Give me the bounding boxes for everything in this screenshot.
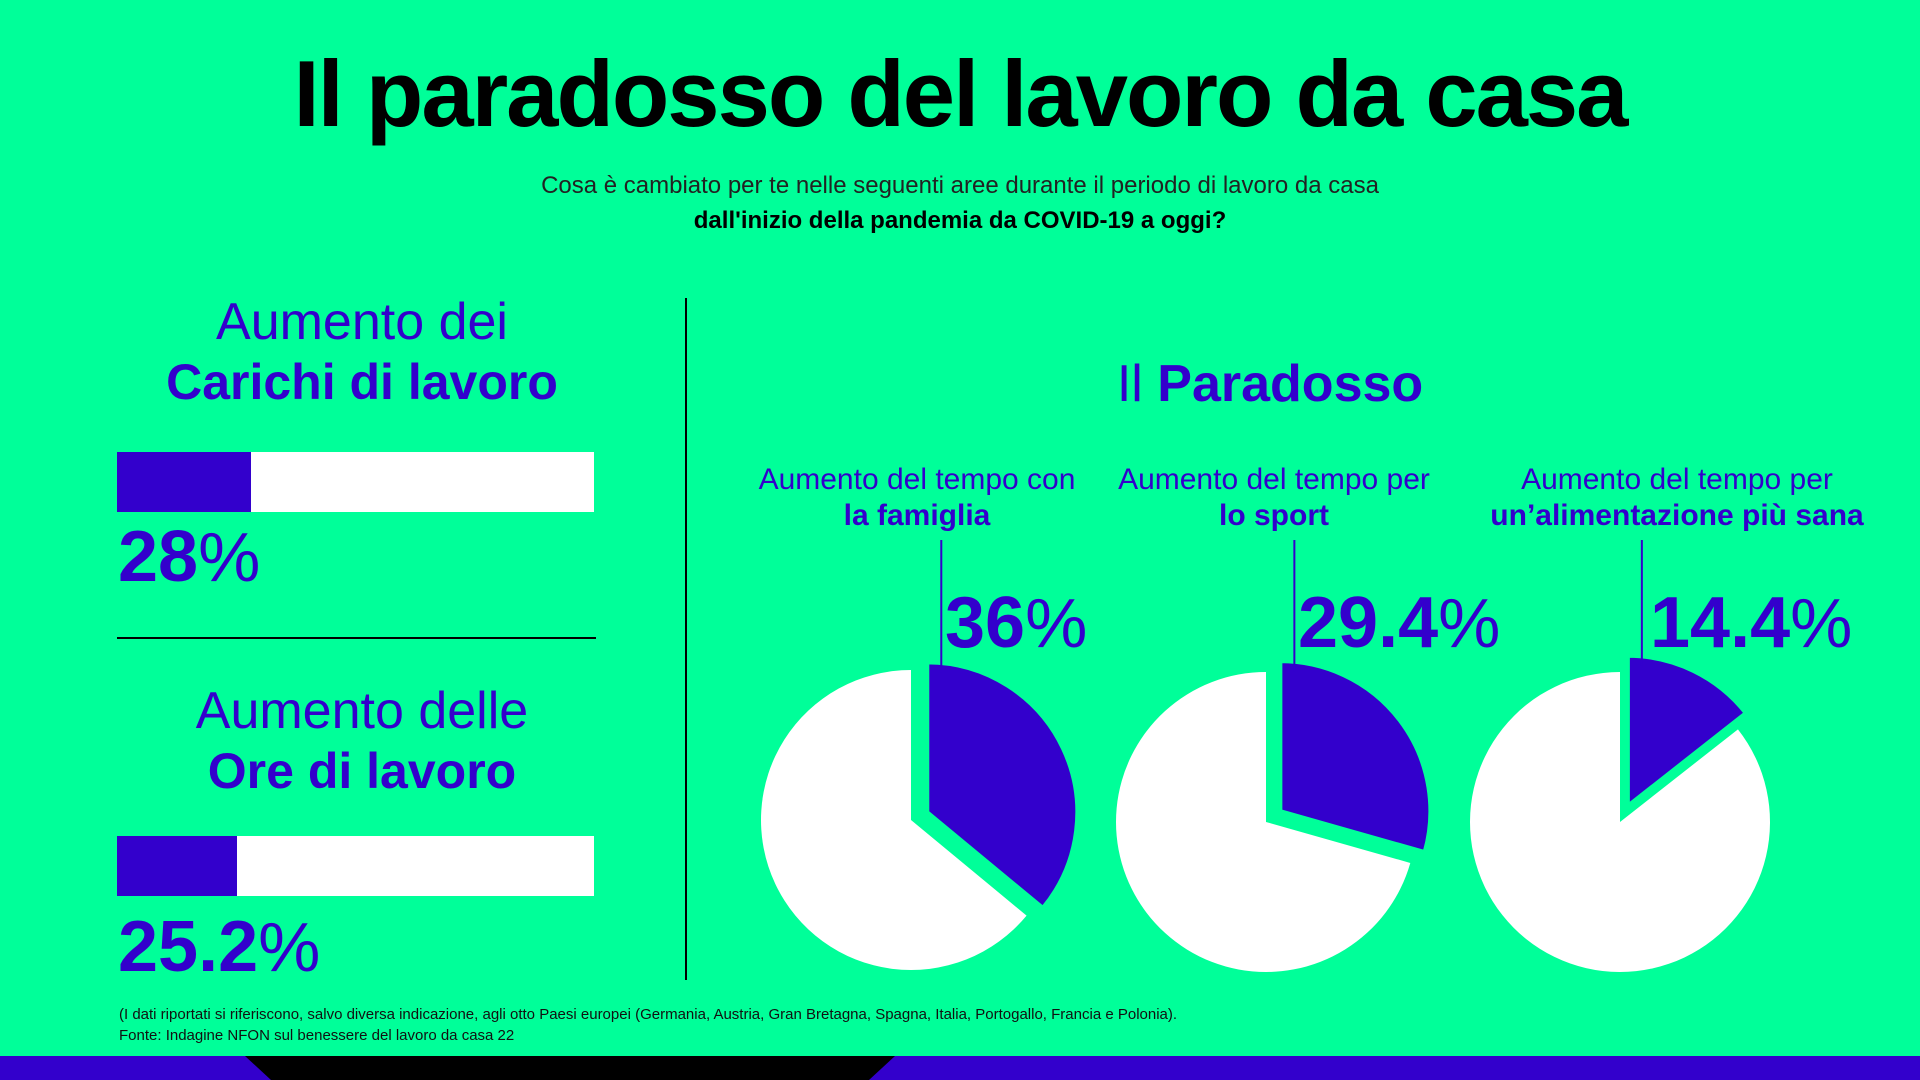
pie-sport-percent-value: 29.4: [1298, 583, 1439, 663]
pie-diet-percent-sign: %: [1790, 584, 1853, 662]
pie-diet-caption-light: Aumento del tempo per: [1521, 463, 1833, 496]
pie-family-caption-bold: la famiglia: [843, 499, 991, 532]
workload-bar-fill: [117, 452, 251, 512]
pie-diet-caption-bold: un’alimentazione più sana: [1490, 499, 1864, 532]
pie-diet-caption: Aumento del tempo per un’alimentazione p…: [1437, 462, 1917, 534]
pie-sport-percent-sign: %: [1438, 584, 1501, 662]
pie-diet-percent-value: 14.4: [1650, 583, 1791, 663]
subtitle-line1: Cosa è cambiato per te nelle seguenti ar…: [541, 172, 1379, 199]
pie-family-percent-sign: %: [1025, 584, 1088, 662]
subtitle-line2: dall'inizio della pandemia da COVID-19 a…: [693, 207, 1227, 234]
hours-bar-fill: [117, 836, 238, 896]
pie-family-caption: Aumento del tempo con la famiglia: [707, 462, 1127, 534]
pie-sport-caption-bold: lo sport: [1219, 499, 1329, 532]
footer-notes: (I dati riportati si riferiscono, salvo …: [119, 1004, 1177, 1046]
footer-line2: Fonte: Indagine NFON sul benessere del l…: [119, 1027, 515, 1044]
pie-family-rest-slice: [761, 670, 1027, 970]
pie-family-percent-value: 36: [945, 583, 1026, 663]
bottom-strip-accent: [245, 1056, 895, 1080]
pie-sport-value-slice: [1278, 659, 1433, 855]
workload-bar-track: [117, 452, 594, 512]
workload-percent-sign: %: [198, 518, 261, 596]
hours-percent-value: 25.2: [118, 907, 259, 987]
pie-sport-percent: 29.4%: [1298, 582, 1500, 664]
metric-hours-label-light: Aumento delle: [195, 682, 529, 740]
pie-family-caption-light: Aumento del tempo con: [758, 463, 1076, 496]
hours-bar-track: [117, 836, 594, 896]
pie-sport-caption: Aumento del tempo per lo sport: [1064, 462, 1484, 534]
metric-workload-heading: Aumento dei Carichi di lavoro: [116, 292, 608, 412]
metric-hours-label-bold: Ore di lavoro: [207, 743, 517, 799]
pie-family-value-slice: [925, 660, 1080, 911]
pie-sport-rest-slice: [1116, 672, 1411, 972]
metric-workload-label-bold: Carichi di lavoro: [166, 354, 558, 410]
page-title: Il paradosso del lavoro da casa: [293, 41, 1629, 146]
pie-diet-value-slice: [1625, 653, 1749, 810]
vertical-divider: [685, 298, 687, 980]
metric-hours-heading: Aumento delle Ore di lavoro: [116, 681, 608, 801]
pie-family-percent: 36%: [945, 582, 1087, 664]
metric-workload-label-light: Aumento dei: [216, 293, 508, 351]
paradox-title: Il Paradosso: [1010, 354, 1530, 414]
paradox-title-light: Il: [1116, 355, 1143, 413]
hours-percent-sign: %: [258, 908, 321, 986]
pie-diet-rest-slice: [1469, 672, 1770, 973]
left-divider: [117, 637, 596, 639]
workload-percent-value: 28: [118, 517, 199, 597]
hours-percent: 25.2%: [118, 906, 320, 988]
paradox-title-bold: Paradosso: [1157, 355, 1424, 413]
footer-line1: (I dati riportati si riferiscono, salvo …: [119, 1006, 1178, 1023]
workload-percent: 28%: [118, 516, 260, 598]
pie-sport-caption-light: Aumento del tempo per: [1118, 463, 1430, 496]
pie-diet-percent: 14.4%: [1650, 582, 1852, 664]
